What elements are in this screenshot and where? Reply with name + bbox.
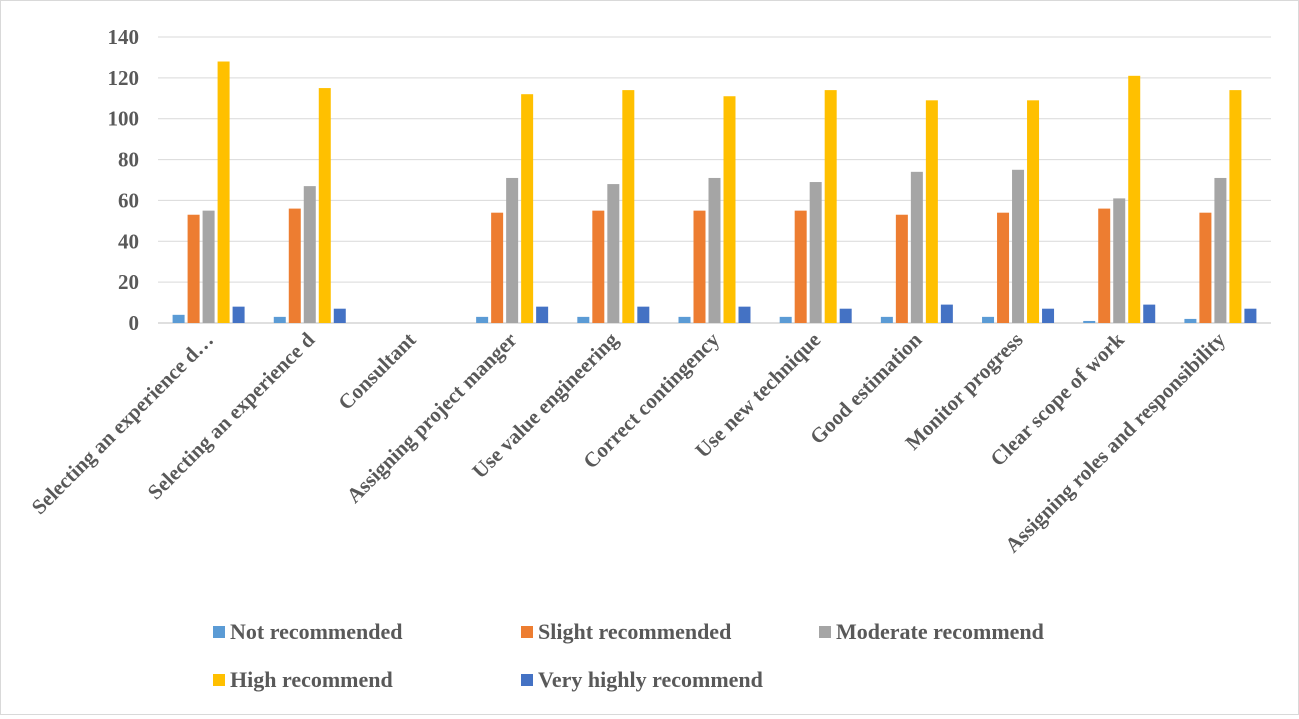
bar bbox=[1128, 75, 1141, 323]
legend-label: Very highly recommend bbox=[538, 667, 763, 692]
bar bbox=[839, 308, 852, 323]
bar bbox=[693, 210, 706, 323]
bar bbox=[1143, 304, 1156, 323]
bar bbox=[895, 214, 908, 323]
bar bbox=[1012, 169, 1025, 323]
y-tick-label: 120 bbox=[108, 66, 140, 90]
bar bbox=[536, 306, 549, 323]
bar bbox=[637, 306, 650, 323]
y-tick-label: 60 bbox=[118, 188, 139, 212]
bar bbox=[738, 306, 751, 323]
bar bbox=[1244, 308, 1257, 323]
bar bbox=[794, 210, 807, 323]
legend-label: Moderate recommend bbox=[836, 619, 1044, 644]
y-tick-label: 140 bbox=[108, 25, 140, 49]
x-tick-label: Selecting an experience d bbox=[143, 327, 320, 504]
bar bbox=[333, 308, 346, 323]
bar bbox=[506, 177, 519, 323]
bar bbox=[1042, 308, 1055, 323]
bar bbox=[1229, 90, 1242, 323]
bar bbox=[1113, 198, 1126, 323]
bar bbox=[217, 61, 230, 324]
y-tick-label: 20 bbox=[118, 270, 139, 294]
y-tick-label: 0 bbox=[129, 311, 140, 335]
bar bbox=[982, 316, 995, 323]
bar bbox=[880, 316, 893, 323]
legend-swatch bbox=[521, 674, 533, 686]
bar bbox=[910, 171, 923, 323]
bar bbox=[723, 96, 736, 323]
bar bbox=[303, 186, 316, 323]
bar bbox=[592, 210, 605, 323]
bar bbox=[1027, 100, 1040, 323]
bar bbox=[678, 316, 691, 323]
legend-label: Not recommended bbox=[230, 619, 403, 644]
y-tick-label: 40 bbox=[118, 229, 139, 253]
legend-swatch bbox=[213, 674, 225, 686]
y-tick-label: 80 bbox=[118, 148, 139, 172]
bar bbox=[1199, 212, 1212, 323]
bar bbox=[202, 210, 215, 323]
y-axis-ticks: 0 20 40 60 80 100 120 140 bbox=[108, 25, 140, 335]
legend: Not recommended Slight recommended Moderat… bbox=[213, 619, 1044, 692]
bar bbox=[172, 314, 185, 323]
legend-swatch bbox=[521, 626, 533, 638]
y-tick-label: 100 bbox=[108, 107, 140, 131]
bar bbox=[288, 208, 301, 323]
bar bbox=[824, 90, 837, 323]
x-tick-label: Consultant bbox=[333, 328, 420, 415]
bar bbox=[940, 304, 953, 323]
bar bbox=[925, 100, 938, 323]
bar bbox=[232, 306, 245, 323]
legend-label: High recommend bbox=[230, 667, 393, 692]
bar bbox=[1083, 320, 1096, 323]
bar bbox=[318, 88, 331, 323]
bar bbox=[577, 316, 590, 323]
bar bbox=[1098, 208, 1111, 323]
bar bbox=[1214, 177, 1227, 323]
bar bbox=[997, 212, 1010, 323]
x-tick-label: Assigning project manger bbox=[342, 328, 522, 508]
bar bbox=[809, 182, 822, 323]
bar bbox=[607, 184, 620, 323]
bar bbox=[187, 214, 200, 323]
bar bbox=[779, 316, 792, 323]
x-tick-label: Selecting an experience d… bbox=[27, 328, 218, 519]
x-axis-ticks: Selecting an experience d…Selecting an e… bbox=[27, 327, 1231, 557]
bar bbox=[622, 90, 635, 323]
bars bbox=[172, 61, 1257, 324]
legend-swatch bbox=[213, 626, 225, 638]
legend-label: Slight recommended bbox=[538, 619, 731, 644]
x-tick-label: Assigning roles and responsibility bbox=[1000, 327, 1230, 557]
bar bbox=[521, 94, 534, 323]
bar bbox=[1184, 318, 1197, 323]
bar bbox=[708, 177, 721, 323]
legend-swatch bbox=[819, 626, 831, 638]
bar bbox=[491, 212, 504, 323]
bar bbox=[476, 316, 489, 323]
bar bbox=[273, 316, 286, 323]
